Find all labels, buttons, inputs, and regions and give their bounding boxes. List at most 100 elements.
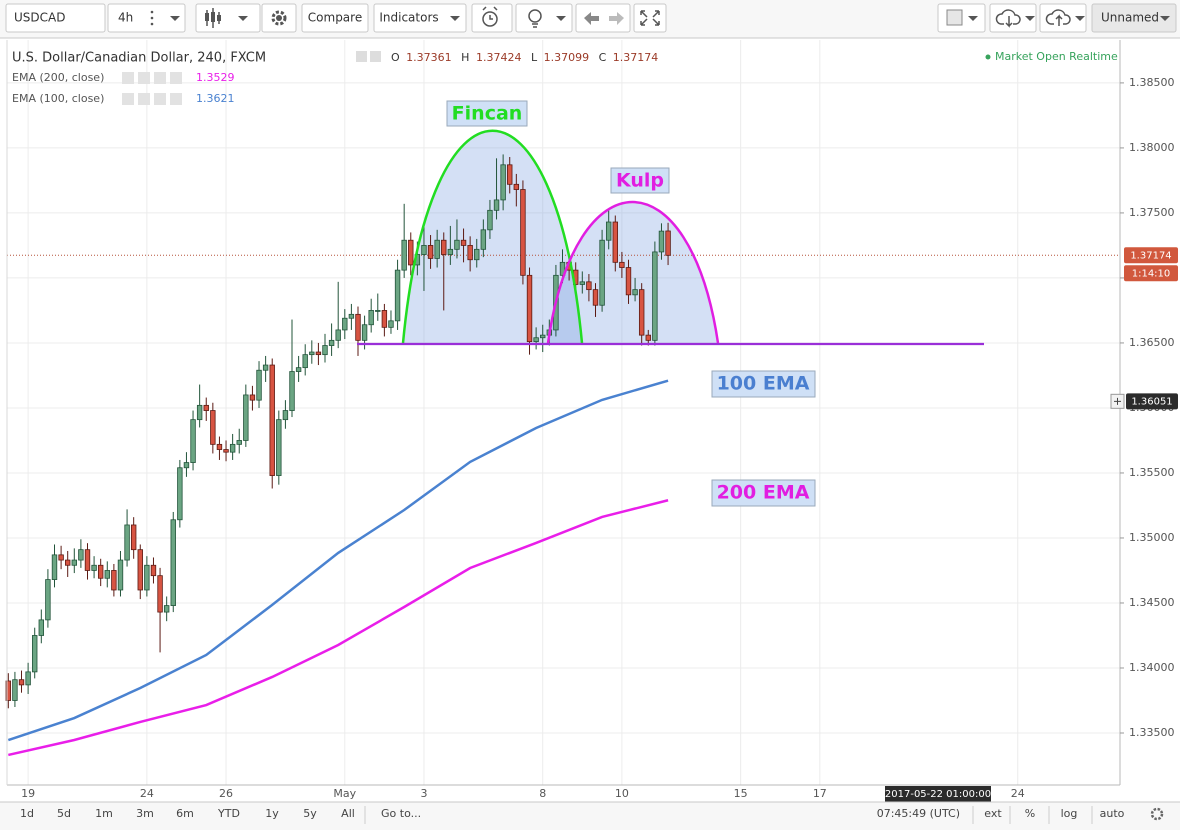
candle-body xyxy=(401,239,407,271)
indicators-label[interactable]: Indicators xyxy=(379,11,438,25)
legend-icon xyxy=(154,93,166,105)
range-button[interactable]: 1m xyxy=(95,807,113,820)
candle-body xyxy=(97,564,104,579)
save-button[interactable] xyxy=(1039,3,1087,33)
candle-body xyxy=(447,248,454,255)
candle-body xyxy=(58,554,64,561)
ohlc-value: 1.37361 xyxy=(406,51,452,64)
candle-body xyxy=(177,467,183,521)
candle-body xyxy=(269,364,275,476)
candle-body xyxy=(45,579,51,621)
goto-button[interactable]: Go to... xyxy=(381,807,421,820)
annotation-box xyxy=(711,479,816,507)
ohlc-value: 1.37099 xyxy=(544,51,590,64)
y-tick-label: 1.35000 xyxy=(1129,531,1175,544)
option-button[interactable]: % xyxy=(1025,807,1035,820)
x-tick-label: 24 xyxy=(140,787,154,800)
candle-body xyxy=(335,329,341,341)
candle-body xyxy=(612,221,618,263)
legend-name: EMA (200, close) xyxy=(12,71,104,84)
candle-body xyxy=(605,221,612,241)
legend-icon xyxy=(170,93,182,105)
candle-body xyxy=(638,289,645,336)
interval-box[interactable] xyxy=(107,3,186,33)
alert-button[interactable] xyxy=(471,3,513,33)
candle-body xyxy=(625,267,632,296)
symbol[interactable]: USDCAD xyxy=(14,11,65,25)
candle-body xyxy=(322,345,328,356)
option-button[interactable]: auto xyxy=(1100,807,1125,820)
compare-label[interactable]: Compare xyxy=(308,11,362,25)
range-button[interactable]: 1d xyxy=(20,807,34,820)
range-button[interactable]: 1y xyxy=(265,807,279,820)
chart-style-button[interactable] xyxy=(195,3,261,33)
candle-body xyxy=(5,680,12,701)
load-button[interactable] xyxy=(989,3,1037,33)
candle-body xyxy=(25,671,31,686)
candle-body xyxy=(421,245,427,255)
candle-body xyxy=(619,261,625,268)
annotation: 100 EMA xyxy=(717,373,810,395)
candle-body xyxy=(256,369,262,401)
candle-body xyxy=(249,394,256,401)
candle-body xyxy=(375,310,381,312)
option-button[interactable]: ext xyxy=(984,807,1002,820)
ohlc-value: 1.37174 xyxy=(613,51,659,64)
range-button[interactable]: 6m xyxy=(176,807,194,820)
countdown-label: 1:14:10 xyxy=(1132,268,1171,279)
candle-body xyxy=(493,199,500,211)
legend-name: EMA (100, close) xyxy=(12,92,104,105)
ohlc-legend: O 1.37361 H 1.37424 L 1.37099 C 1.37174 xyxy=(391,51,658,64)
candle-body xyxy=(78,549,84,561)
candle-body xyxy=(434,239,440,259)
symbol-box[interactable] xyxy=(5,3,106,33)
candle-body xyxy=(652,251,658,341)
candle-body xyxy=(210,410,216,445)
candle-body xyxy=(540,334,546,339)
candle-body xyxy=(394,269,401,322)
range-button[interactable]: 5y xyxy=(303,807,317,820)
y-tick-label: 1.38500 xyxy=(1129,76,1175,89)
candle-body xyxy=(183,462,190,469)
candle-body xyxy=(12,679,18,701)
range-button[interactable]: 3m xyxy=(136,807,154,820)
annotation: 200 EMA xyxy=(717,482,810,504)
range-button[interactable]: All xyxy=(341,807,355,820)
range-button[interactable]: 5d xyxy=(57,807,71,820)
option-button[interactable]: log xyxy=(1061,807,1078,820)
candle-body xyxy=(632,289,638,296)
crosshair-time-tag xyxy=(885,786,991,802)
interval[interactable]: 4h xyxy=(118,11,133,25)
candle-body xyxy=(658,230,665,253)
candle-body xyxy=(111,570,117,591)
candle-body xyxy=(533,337,539,343)
crosshair-price-tag xyxy=(1126,393,1178,410)
x-tick-label: 10 xyxy=(615,787,629,800)
candle-body xyxy=(124,524,130,561)
y-tick-label: 1.34000 xyxy=(1129,661,1175,674)
x-tick-label: May xyxy=(333,787,356,800)
last-price-tag xyxy=(1124,247,1178,264)
crosshair-time-label: 2017-05-22 01:00:00 xyxy=(885,789,991,800)
candle-body xyxy=(190,419,196,463)
y-tick-label: 1.34500 xyxy=(1129,596,1175,609)
crosshair-price-label: 1.36051 xyxy=(1131,396,1172,407)
candle-body xyxy=(441,239,447,255)
candle-body xyxy=(361,324,368,341)
candle-body xyxy=(289,371,295,411)
indicators-button[interactable] xyxy=(373,3,467,33)
plot-area xyxy=(7,40,1120,785)
layout-button[interactable] xyxy=(1091,3,1177,33)
candle-body xyxy=(130,524,137,551)
candle-body xyxy=(592,289,599,306)
last-price-label: 1.37174 xyxy=(1130,250,1171,261)
y-tick-label: 1.35500 xyxy=(1129,466,1175,479)
candle-body xyxy=(388,320,394,328)
compare-button[interactable] xyxy=(301,3,369,33)
replay-button[interactable] xyxy=(515,3,573,33)
fullscreen-button[interactable] xyxy=(633,3,667,33)
range-button[interactable]: YTD xyxy=(217,807,240,820)
layout-name[interactable]: Unnamed xyxy=(1101,11,1159,25)
undo-redo[interactable] xyxy=(575,3,631,33)
ema-line xyxy=(7,379,669,742)
